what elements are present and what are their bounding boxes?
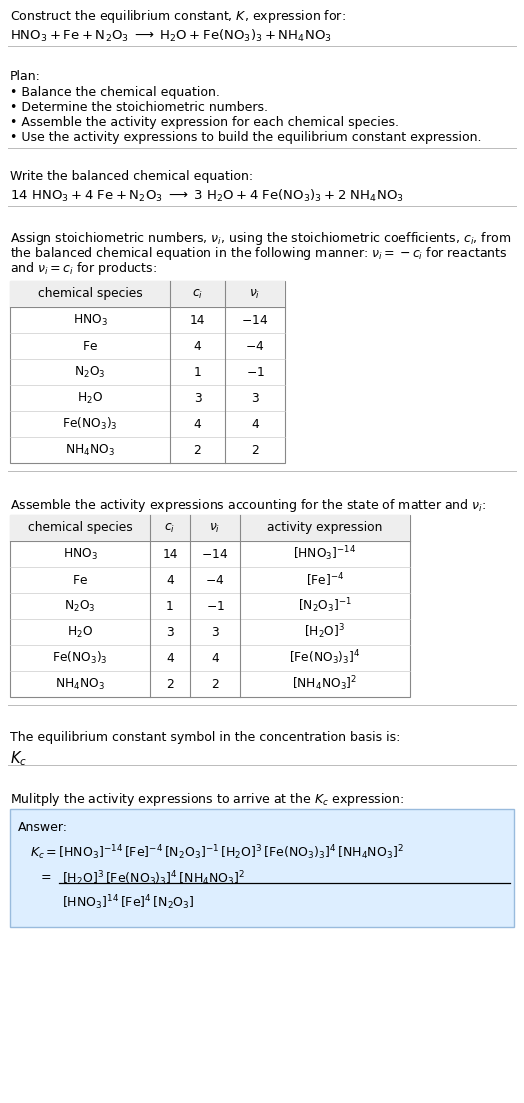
- Text: $-4$: $-4$: [205, 574, 225, 587]
- Text: $[\mathrm{HNO_3}]^{14}\,[\mathrm{Fe}]^4\,[\mathrm{N_2O_3}]$: $[\mathrm{HNO_3}]^{14}\,[\mathrm{Fe}]^4\…: [62, 893, 195, 912]
- Text: • Assemble the activity expression for each chemical species.: • Assemble the activity expression for e…: [10, 116, 399, 129]
- Text: $\mathrm{Fe(NO_3)_3}$: $\mathrm{Fe(NO_3)_3}$: [62, 416, 118, 432]
- Text: the balanced chemical equation in the following manner: $\nu_i = -c_i$ for react: the balanced chemical equation in the fo…: [10, 245, 507, 263]
- Text: $c_i$: $c_i$: [192, 288, 203, 300]
- Text: 4: 4: [251, 418, 259, 430]
- Text: $[\mathrm{HNO_3}]^{-14}$: $[\mathrm{HNO_3}]^{-14}$: [293, 545, 357, 564]
- Text: Construct the equilibrium constant, $K$, expression for:: Construct the equilibrium constant, $K$,…: [10, 8, 346, 25]
- Text: $K_c$: $K_c$: [10, 749, 27, 768]
- Text: $-1$: $-1$: [205, 600, 224, 612]
- Bar: [10, 281, 285, 307]
- Text: and $\nu_i = c_i$ for products:: and $\nu_i = c_i$ for products:: [10, 260, 157, 277]
- Text: Write the balanced chemical equation:: Write the balanced chemical equation:: [10, 170, 253, 183]
- Text: 4: 4: [211, 652, 219, 664]
- Text: $[\mathrm{N_2O_3}]^{-1}$: $[\mathrm{N_2O_3}]^{-1}$: [298, 597, 352, 615]
- Text: $\nu_i$: $\nu_i$: [210, 522, 221, 535]
- Text: Answer:: Answer:: [18, 821, 68, 834]
- Text: $\mathrm{NH_4NO_3}$: $\mathrm{NH_4NO_3}$: [65, 442, 115, 458]
- Text: Assign stoichiometric numbers, $\nu_i$, using the stoichiometric coefficients, $: Assign stoichiometric numbers, $\nu_i$, …: [10, 231, 511, 247]
- Text: $=$: $=$: [38, 869, 52, 882]
- Bar: [10, 281, 285, 463]
- Text: $[\mathrm{H_2O}]^3$: $[\mathrm{H_2O}]^3$: [304, 623, 345, 641]
- Text: 3: 3: [251, 392, 259, 405]
- Text: 3: 3: [211, 625, 219, 639]
- Text: • Balance the chemical equation.: • Balance the chemical equation.: [10, 86, 220, 99]
- Text: Plan:: Plan:: [10, 69, 41, 83]
- Text: 4: 4: [166, 652, 174, 664]
- Text: $-14$: $-14$: [242, 313, 269, 326]
- Text: $[\mathrm{H_2O}]^3\,[\mathrm{Fe(NO_3)_3}]^4\,[\mathrm{NH_4NO_3}]^2$: $[\mathrm{H_2O}]^3\,[\mathrm{Fe(NO_3)_3}…: [62, 869, 245, 888]
- Text: $\mathrm{HNO_3 + Fe + N_2O_3 \;\longrightarrow\; H_2O + Fe(NO_3)_3 + NH_4NO_3}$: $\mathrm{HNO_3 + Fe + N_2O_3 \;\longrigh…: [10, 28, 332, 44]
- Text: $-1$: $-1$: [246, 365, 265, 378]
- Text: $\mathrm{HNO_3}$: $\mathrm{HNO_3}$: [62, 546, 97, 561]
- Text: 1: 1: [166, 600, 174, 612]
- Text: $\mathrm{14\ HNO_3 + 4\ Fe + N_2O_3 \;\longrightarrow\; 3\ H_2O + 4\ Fe(NO_3)_3 : $\mathrm{14\ HNO_3 + 4\ Fe + N_2O_3 \;\l…: [10, 188, 404, 204]
- Text: Assemble the activity expressions accounting for the state of matter and $\nu_i$: Assemble the activity expressions accoun…: [10, 497, 486, 514]
- Text: $\mathrm{N_2O_3}$: $\mathrm{N_2O_3}$: [64, 599, 96, 613]
- Text: 14: 14: [190, 313, 205, 326]
- Text: 4: 4: [166, 574, 174, 587]
- FancyBboxPatch shape: [10, 808, 514, 927]
- Text: $\mathrm{HNO_3}$: $\mathrm{HNO_3}$: [73, 312, 107, 328]
- Text: $\mathrm{Fe}$: $\mathrm{Fe}$: [82, 340, 98, 353]
- Bar: [10, 515, 410, 697]
- Text: $\mathrm{N_2O_3}$: $\mathrm{N_2O_3}$: [74, 364, 106, 379]
- Text: 14: 14: [162, 547, 178, 560]
- Text: $K_c = [\mathrm{HNO_3}]^{-14}\,[\mathrm{Fe}]^{-4}\,[\mathrm{N_2O_3}]^{-1}\,[\mat: $K_c = [\mathrm{HNO_3}]^{-14}\,[\mathrm{…: [30, 843, 404, 861]
- Text: 2: 2: [166, 677, 174, 690]
- Text: $-4$: $-4$: [245, 340, 265, 353]
- Text: 4: 4: [194, 340, 201, 353]
- Text: 2: 2: [251, 443, 259, 457]
- Text: $c_i$: $c_i$: [165, 522, 176, 535]
- Text: $\mathrm{Fe}$: $\mathrm{Fe}$: [72, 574, 88, 587]
- Text: 3: 3: [194, 392, 201, 405]
- Text: $\mathrm{Fe(NO_3)_3}$: $\mathrm{Fe(NO_3)_3}$: [52, 650, 108, 666]
- Text: 4: 4: [194, 418, 201, 430]
- Text: Mulitply the activity expressions to arrive at the $K_c$ expression:: Mulitply the activity expressions to arr…: [10, 791, 405, 808]
- Text: $\nu_i$: $\nu_i$: [249, 288, 260, 300]
- Text: $[\mathrm{Fe}]^{-4}$: $[\mathrm{Fe}]^{-4}$: [306, 571, 344, 589]
- Text: The equilibrium constant symbol in the concentration basis is:: The equilibrium constant symbol in the c…: [10, 731, 400, 745]
- Text: 1: 1: [194, 365, 201, 378]
- Text: chemical species: chemical species: [38, 288, 143, 300]
- Text: $\mathrm{H_2O}$: $\mathrm{H_2O}$: [67, 624, 93, 640]
- Text: $[\mathrm{Fe(NO_3)_3}]^4$: $[\mathrm{Fe(NO_3)_3}]^4$: [289, 649, 361, 667]
- Text: 2: 2: [211, 677, 219, 690]
- Text: activity expression: activity expression: [267, 522, 383, 535]
- Text: $\mathrm{H_2O}$: $\mathrm{H_2O}$: [77, 390, 103, 406]
- Text: 2: 2: [194, 443, 201, 457]
- Text: • Determine the stoichiometric numbers.: • Determine the stoichiometric numbers.: [10, 101, 268, 114]
- Text: $-14$: $-14$: [201, 547, 228, 560]
- Text: • Use the activity expressions to build the equilibrium constant expression.: • Use the activity expressions to build …: [10, 131, 482, 144]
- Text: 3: 3: [166, 625, 174, 639]
- Text: $\mathrm{NH_4NO_3}$: $\mathrm{NH_4NO_3}$: [55, 676, 105, 692]
- Text: $[\mathrm{NH_4NO_3}]^2$: $[\mathrm{NH_4NO_3}]^2$: [292, 675, 357, 694]
- Text: chemical species: chemical species: [28, 522, 133, 535]
- Bar: [10, 515, 410, 540]
